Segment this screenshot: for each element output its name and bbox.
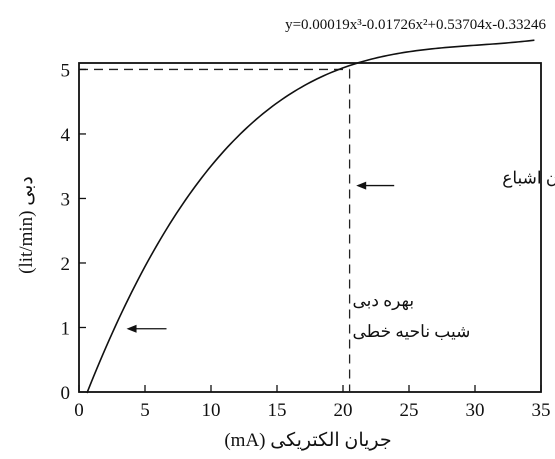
y-tick-label: 0	[61, 383, 71, 404]
linear-region-annotation-line2: شیب ناحیه خطی	[353, 322, 471, 341]
y-tick-label: 4	[61, 125, 71, 146]
saturation-arrow-head	[356, 181, 367, 190]
plot-area	[78, 39, 542, 394]
x-tick-label: 5	[140, 400, 150, 421]
y-tick-label: 5	[61, 60, 71, 81]
equation-label: y=0.00019x³-0.01726x²+0.53704x-0.33246	[285, 17, 546, 33]
y-tick-label: 1	[61, 318, 71, 339]
plot-frame	[78, 62, 542, 393]
x-axis: 0 5 10 15 20 25 30 35	[74, 385, 551, 421]
fit-curve	[86, 39, 535, 394]
saturation-annotation: جریان اشباع	[502, 169, 555, 189]
x-tick-label: 30	[466, 400, 485, 421]
x-tick-label: 25	[400, 400, 419, 421]
x-tick-label: 20	[334, 400, 353, 421]
x-tick-label: 35	[532, 400, 551, 421]
x-tick-label: 10	[202, 400, 221, 421]
x-tick-label: 0	[74, 400, 84, 421]
annotations: جریان اشباع بهره دبی شیب ناحیه خطی	[126, 169, 555, 341]
x-axis-title: جریان الکتریکی (mA)	[224, 430, 391, 451]
y-tick-label: 3	[61, 189, 71, 210]
y-axis: 0 1 2 3 4 5	[61, 60, 86, 404]
y-tick-label: 2	[61, 254, 71, 275]
linear-region-annotation-line1: بهره دبی	[353, 291, 415, 311]
linear-region-arrow-head	[126, 324, 137, 333]
y-axis-title: دبی (lit/min)	[16, 176, 37, 274]
x-tick-label: 15	[268, 400, 287, 421]
